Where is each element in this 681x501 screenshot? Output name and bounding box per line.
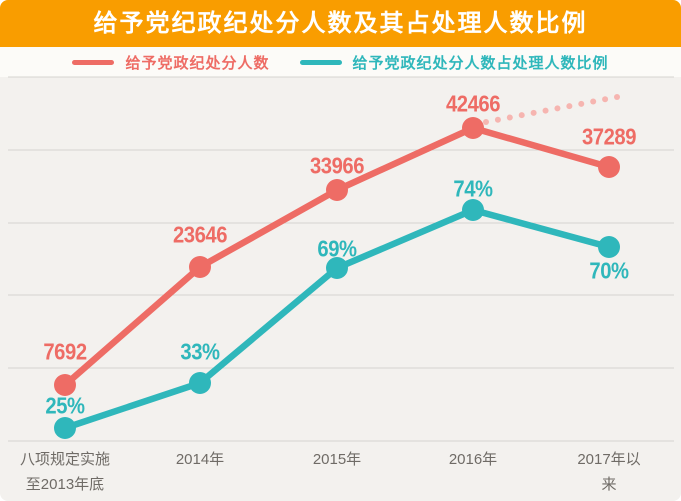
data-point xyxy=(462,199,484,221)
data-label: 33% xyxy=(180,338,220,365)
trend-projection-dot xyxy=(542,107,549,114)
trend-projection-dot xyxy=(554,105,561,112)
data-label: 33966 xyxy=(309,152,365,179)
legend-swatch-red-line xyxy=(72,59,115,65)
legend-item-ratio: 给予党政纪处分人数占处理人数比例 xyxy=(299,52,609,73)
data-label: 42466 xyxy=(445,90,501,117)
x-axis-label: 2014年 xyxy=(175,451,225,468)
x-axis-label: 八项规定实施 至2013年底 xyxy=(19,451,111,493)
data-label: 37289 xyxy=(581,123,637,150)
data-label: 74% xyxy=(453,175,493,202)
series-line-ratio xyxy=(61,206,613,432)
data-label: 70% xyxy=(589,257,629,284)
chart-header: 给予党纪政纪处分人数及其占处理人数比例 xyxy=(0,0,681,47)
legend-label-discipline-count: 给予党政纪处分人数 xyxy=(125,54,270,72)
data-point xyxy=(462,117,484,139)
x-axis-label: 2015年 xyxy=(312,451,362,468)
data-point xyxy=(598,156,620,178)
data-point xyxy=(54,417,76,439)
legend: 给予党政纪处分人数 给予党政纪处分人数占处理人数比例 xyxy=(0,47,681,77)
series-line-count xyxy=(61,124,613,389)
chart-title: 给予党纪政纪处分人数及其占处理人数比例 xyxy=(93,9,588,37)
data-label: 69% xyxy=(317,235,357,262)
trend-projection-dot xyxy=(566,103,573,110)
data-label: 23646 xyxy=(172,221,228,248)
data-point xyxy=(54,374,76,396)
legend-swatch-teal-line xyxy=(299,59,342,65)
trend-projection-dot xyxy=(578,100,585,107)
trend-projection-dot xyxy=(494,116,501,123)
x-axis-label: 2017年以来 xyxy=(577,451,641,493)
trend-projection-dot xyxy=(590,98,597,105)
data-point xyxy=(189,372,211,394)
data-point xyxy=(598,236,620,258)
data-point xyxy=(326,179,348,201)
data-point xyxy=(326,257,348,279)
trend-projection-dot xyxy=(483,119,489,125)
trend-projection-dot xyxy=(614,94,620,100)
data-point xyxy=(189,256,211,278)
legend-label-ratio: 给予党政纪处分人数占处理人数比例 xyxy=(352,54,609,72)
trend-projection-dot xyxy=(506,114,513,121)
trend-projection-dot xyxy=(530,109,537,116)
trend-projection-dot xyxy=(518,112,525,119)
data-label: 7692 xyxy=(43,338,87,365)
trend-projection-dot xyxy=(602,96,609,103)
x-axis-label: 2016年 xyxy=(448,451,498,468)
data-label: 25% xyxy=(45,392,85,419)
legend-item-discipline-count: 给予党政纪处分人数 xyxy=(72,52,269,73)
